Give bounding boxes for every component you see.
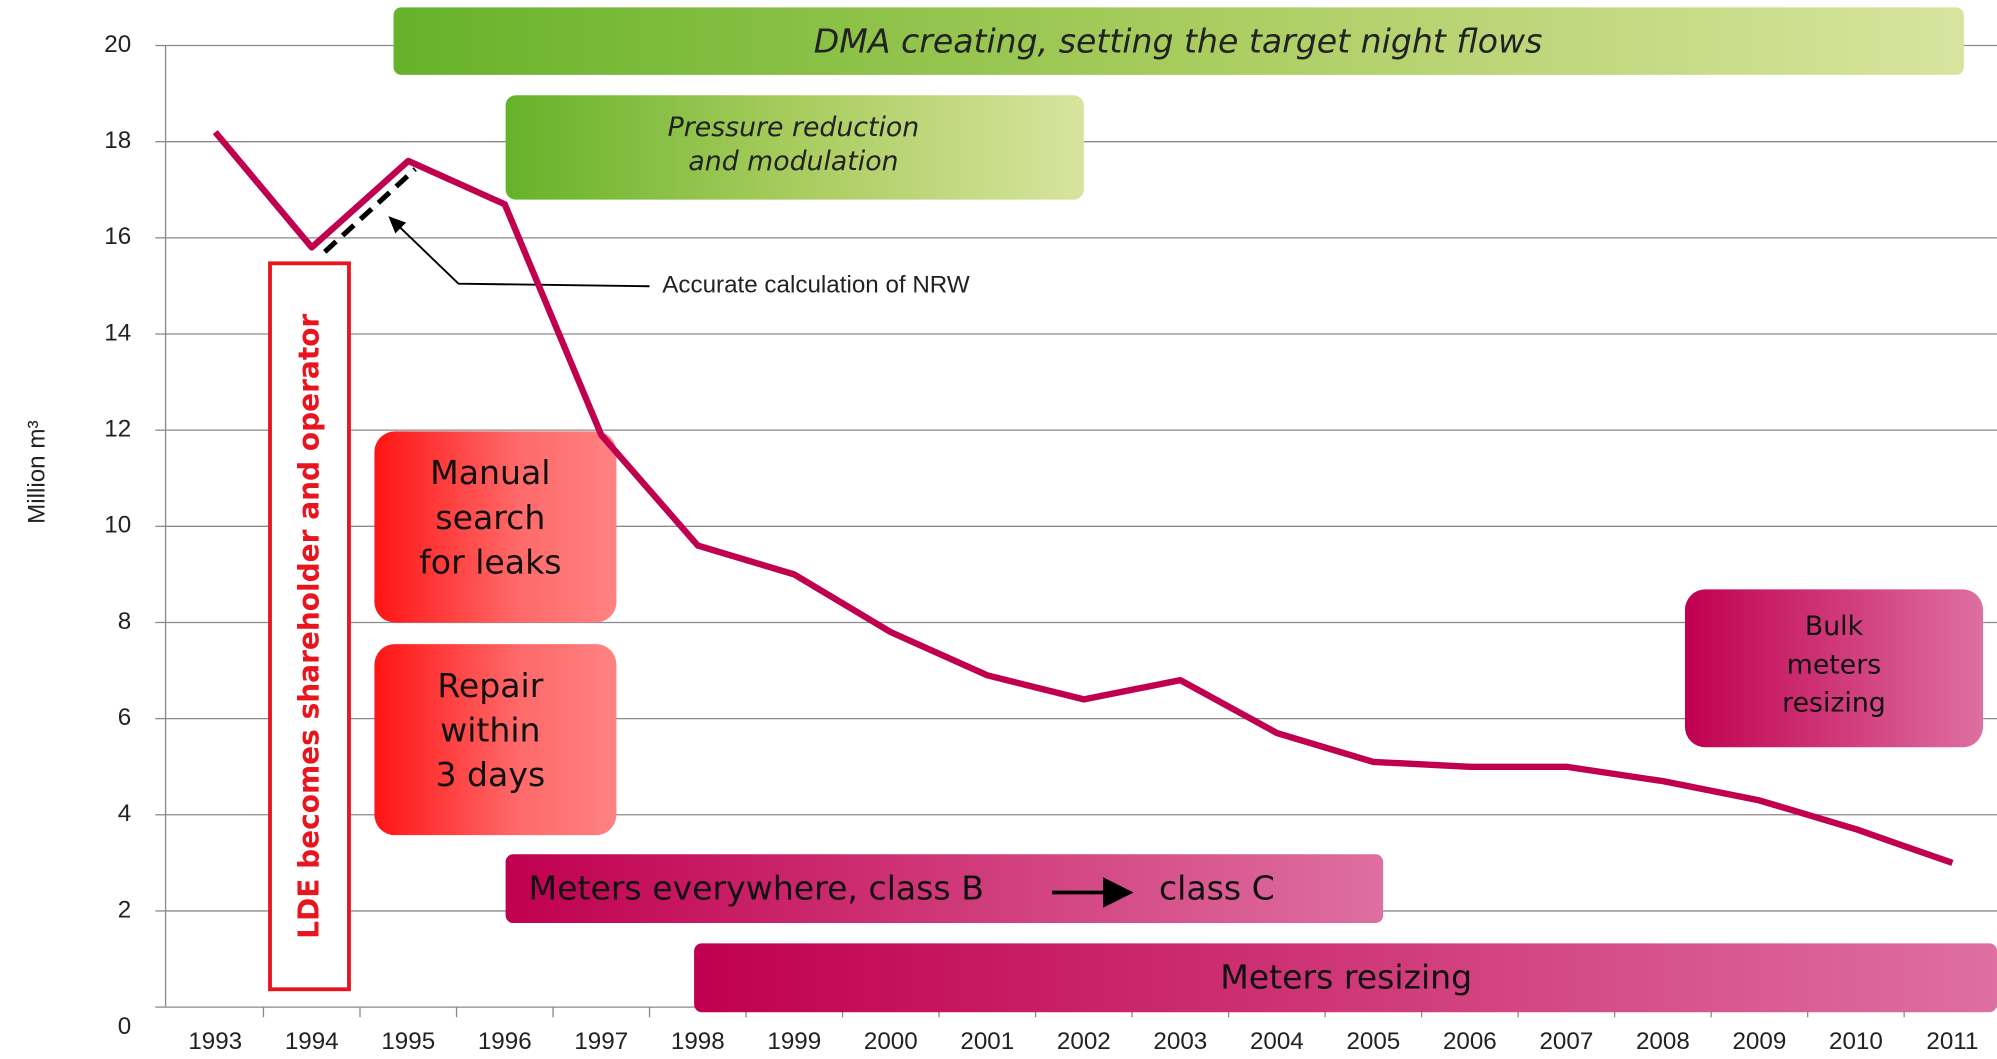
x-tick-label: 1995 bbox=[381, 1028, 435, 1055]
y-tick-label: 12 bbox=[104, 416, 131, 443]
repair-text: within bbox=[440, 711, 540, 750]
repair-box bbox=[374, 644, 617, 836]
meters-everywhere-text: Meters everywhere, class B bbox=[529, 868, 984, 907]
meters-everywhere-text: class C bbox=[1159, 868, 1275, 907]
lde-text: LDE becomes shareholder and operator bbox=[293, 314, 326, 939]
x-tick-label: 1998 bbox=[671, 1028, 725, 1055]
x-tick-label: 2008 bbox=[1636, 1028, 1690, 1055]
y-tick-label: 6 bbox=[118, 704, 131, 731]
repair-text: Repair bbox=[437, 666, 543, 705]
dma-text: DMA creating, setting the target night f… bbox=[814, 21, 1543, 60]
x-tick-label: 2011 bbox=[1926, 1028, 1978, 1055]
meters-resizing-text: Meters resizing bbox=[1220, 958, 1472, 997]
manual-text: for leaks bbox=[419, 542, 561, 581]
lde-box bbox=[268, 261, 351, 992]
nrw-arrow bbox=[388, 216, 650, 288]
x-tick-label: 2006 bbox=[1443, 1028, 1497, 1055]
bulk-text: Bulk bbox=[1805, 611, 1864, 642]
y-tick-label: 18 bbox=[104, 127, 131, 154]
manual-text: search bbox=[435, 498, 545, 537]
y-axis-label: Million m³ bbox=[24, 420, 51, 523]
y-tick-label: 0 bbox=[118, 1013, 131, 1040]
x-tick-label: 2005 bbox=[1346, 1028, 1400, 1055]
meters-resizing-box bbox=[694, 943, 1997, 1013]
y-tick-label: 8 bbox=[118, 608, 131, 635]
x-tick-label: 2004 bbox=[1250, 1028, 1304, 1055]
x-tick-label: 1993 bbox=[188, 1028, 242, 1055]
nrw-dashed bbox=[323, 167, 417, 254]
repair-text: 3 days bbox=[435, 755, 545, 794]
pressure-text: and modulation bbox=[688, 146, 898, 177]
x-tick-label: 1994 bbox=[285, 1028, 339, 1055]
bulk-text: meters bbox=[1787, 649, 1881, 680]
manual-box bbox=[374, 431, 617, 623]
x-tick-label: 2010 bbox=[1829, 1028, 1883, 1055]
x-tick-label: 2002 bbox=[1057, 1028, 1111, 1055]
dma-box bbox=[393, 7, 1964, 75]
x-tick-label: 1997 bbox=[574, 1028, 628, 1055]
pressure-box bbox=[505, 95, 1084, 200]
nrw-text: Accurate calculation of NRW bbox=[662, 272, 970, 299]
pressure-text: Pressure reduction bbox=[668, 112, 920, 143]
x-tick-label: 2001 bbox=[960, 1028, 1014, 1055]
x-tick-label: 2007 bbox=[1539, 1028, 1593, 1055]
x-tick-label: 2000 bbox=[864, 1028, 918, 1055]
y-tick-label: 14 bbox=[104, 319, 131, 346]
data-line bbox=[212, 130, 1954, 866]
y-tick-label: 16 bbox=[104, 223, 131, 250]
x-tick-label: 1999 bbox=[767, 1028, 821, 1055]
bulk-box bbox=[1684, 589, 1983, 748]
x-tick-label: 2009 bbox=[1732, 1028, 1786, 1055]
manual-text: Manual bbox=[430, 453, 550, 492]
x-tick-label: 1996 bbox=[478, 1028, 532, 1055]
y-tick-label: 2 bbox=[118, 896, 131, 923]
x-tick-label: 2003 bbox=[1153, 1028, 1207, 1055]
bulk-text: resizing bbox=[1782, 687, 1886, 718]
y-tick-label: 20 bbox=[104, 31, 131, 58]
y-tick-label: 4 bbox=[118, 800, 131, 827]
meters-everywhere-box bbox=[505, 854, 1384, 924]
y-tick-label: 10 bbox=[104, 512, 131, 539]
